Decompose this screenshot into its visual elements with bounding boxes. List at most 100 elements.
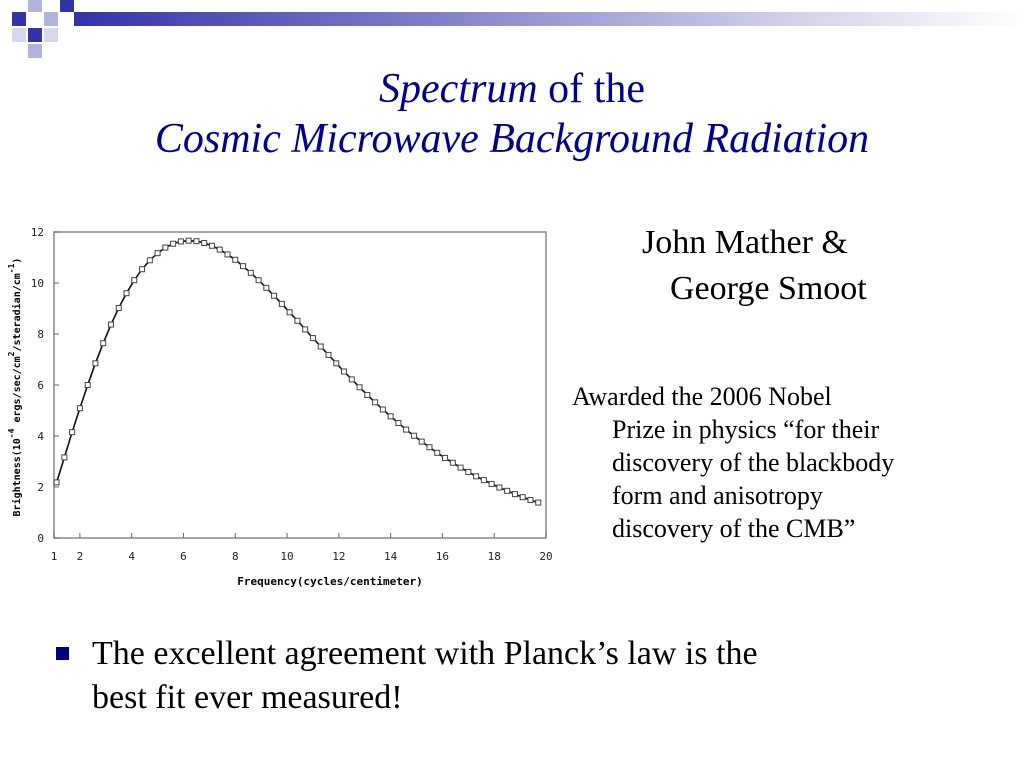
series-line: [55, 239, 539, 504]
title-line-1-rest: of the: [537, 66, 645, 112]
data-point-marker: [286, 309, 293, 316]
data-point-marker: [162, 244, 169, 251]
cmb-spectrum-chart: 1 2 4 6 8 10 12 14 16 18 20024681012Frequency(cycl…: [7, 226, 553, 588]
data-point-marker: [348, 376, 355, 383]
award-line-4: form and anisotropy: [612, 481, 823, 510]
x-axis-label: Frequency(cycles/centimeter): [237, 575, 422, 588]
data-point-marker: [146, 257, 153, 264]
data-point-marker: [170, 240, 177, 247]
data-point-marker: [247, 269, 254, 276]
data-point-marker: [480, 477, 487, 484]
data-point-marker: [325, 351, 332, 358]
data-point-marker: [69, 429, 76, 436]
data-point-marker: [100, 340, 107, 347]
data-point-marker: [395, 419, 402, 426]
x-tick-label: 6: [180, 550, 187, 563]
data-point-marker: [139, 266, 146, 273]
data-point-marker: [473, 473, 480, 480]
top-gradient-bar: [74, 12, 1024, 26]
data-point-marker: [185, 237, 192, 244]
data-point-marker: [201, 239, 208, 246]
data-point-marker: [123, 290, 130, 297]
x-tick-label: 2: [77, 550, 84, 563]
corner-decoration: [0, 0, 80, 64]
y-tick-label: 2: [37, 481, 44, 494]
y-tick-label: 10: [31, 277, 44, 290]
data-point-marker: [92, 360, 99, 367]
data-point-marker: [84, 382, 91, 388]
x-tick-label: 14: [384, 550, 398, 563]
corner-square: [44, 28, 58, 42]
data-point-marker: [240, 263, 247, 270]
data-point-marker: [107, 321, 114, 328]
award-line-3: discovery of the blackbody: [612, 448, 895, 477]
data-point-marker: [465, 468, 472, 475]
slide-title: Spectrum of the Cosmic Microwave Backgro…: [0, 64, 1024, 164]
data-point-marker: [535, 499, 542, 506]
x-tick-label: 4: [128, 550, 135, 563]
title-italic-word: Spectrum: [379, 66, 538, 112]
y-tick-label: 8: [37, 328, 44, 341]
data-point-marker: [177, 238, 184, 245]
data-point-marker: [224, 251, 231, 258]
corner-square: [28, 0, 42, 12]
data-point-marker: [53, 479, 60, 486]
data-point-marker: [442, 454, 449, 461]
data-point-marker: [511, 491, 518, 498]
award-line-1: Awarded the 2006 Nobel: [572, 382, 832, 411]
data-point-marker: [76, 405, 83, 412]
award-line-5: discovery of the CMB”: [612, 514, 856, 543]
data-point-marker: [457, 464, 464, 471]
data-point-marker: [131, 277, 138, 284]
bullet-line-1: The excellent agreement with Planck’s la…: [92, 635, 758, 672]
data-point-marker: [356, 384, 363, 391]
data-point-marker: [434, 449, 441, 456]
bullet-square-icon: [56, 647, 69, 660]
title-line-2: Cosmic Microwave Background Radiation: [154, 116, 870, 162]
data-point-marker: [278, 300, 285, 307]
data-point-marker: [154, 250, 161, 257]
data-point-marker: [317, 343, 324, 350]
corner-square: [12, 12, 26, 26]
x-tick-label: 1: [51, 550, 58, 563]
data-point-marker: [61, 454, 68, 461]
data-point-marker: [208, 242, 215, 249]
y-tick-label: 6: [37, 379, 44, 392]
data-point-marker: [364, 391, 371, 398]
x-tick-label: 18: [488, 550, 501, 563]
x-tick-label: 8: [232, 550, 239, 563]
data-point-marker: [426, 444, 433, 451]
data-point-marker: [341, 368, 348, 375]
corner-square: [12, 28, 26, 42]
data-point-marker: [387, 413, 394, 420]
x-tick-label: 12: [332, 550, 345, 563]
data-point-marker: [333, 360, 340, 367]
title-line-1: Spectrum of the: [0, 64, 1024, 114]
y-tick-label: 4: [37, 430, 44, 443]
x-tick-label: 16: [436, 550, 449, 563]
data-point-marker: [372, 399, 379, 406]
data-point-marker: [410, 432, 417, 439]
data-point-marker: [527, 497, 534, 504]
data-point-marker: [193, 238, 200, 245]
bullet-item: The excellent agreement with Planck’s la…: [56, 632, 976, 720]
x-tick-label: 10: [280, 550, 293, 563]
data-point-marker: [519, 494, 526, 501]
plot-frame: [53, 231, 547, 539]
data-point-marker: [302, 326, 309, 333]
data-point-marker: [263, 284, 270, 291]
data-point-marker: [232, 256, 239, 263]
corner-square: [28, 44, 42, 58]
data-point-marker: [294, 317, 301, 324]
bullet-line-2: best fit ever measured!: [92, 679, 403, 716]
authors: John Mather & George Smoot: [612, 220, 1012, 312]
data-point-marker: [255, 277, 262, 284]
award-text: Awarded the 2006 Nobel Prize in physics …: [572, 380, 1022, 545]
data-point-marker: [418, 438, 425, 445]
corner-square: [60, 0, 74, 12]
y-tick-label: 0: [37, 532, 44, 545]
authors-line-1: John Mather &: [642, 224, 848, 261]
award-line-2: Prize in physics “for their: [612, 415, 880, 444]
data-point-marker: [488, 480, 495, 487]
y-tick-label: 12: [31, 226, 44, 239]
